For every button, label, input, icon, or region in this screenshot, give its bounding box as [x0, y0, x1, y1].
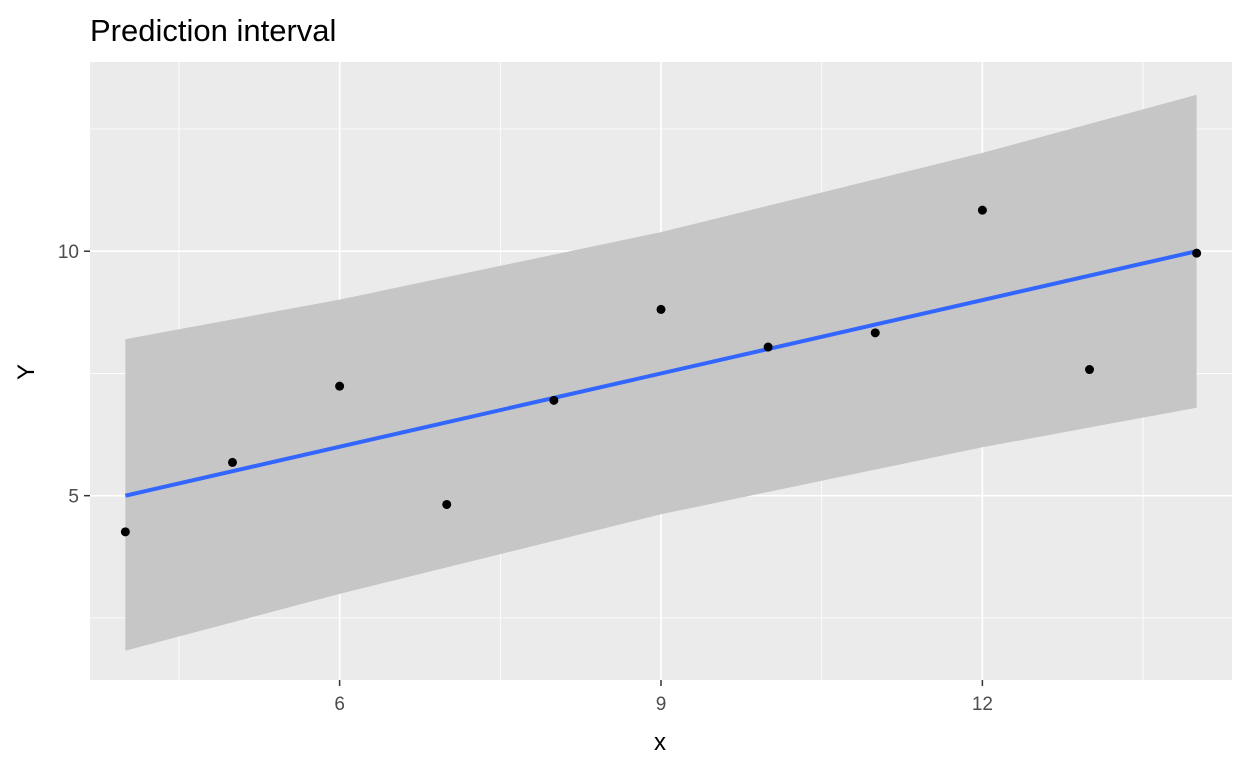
y-tick-label: 10 — [58, 242, 79, 263]
x-axis-title: x — [654, 729, 666, 756]
y-axis-ticks: 5 10 — [58, 242, 90, 508]
data-point — [977, 205, 987, 215]
x-tick-label: 12 — [972, 694, 993, 715]
data-point — [1192, 248, 1202, 258]
x-tick-label: 9 — [656, 694, 667, 715]
data-point — [870, 328, 880, 338]
data-point — [227, 457, 237, 467]
y-tick-label: 5 — [68, 487, 79, 508]
y-axis-title: Y — [13, 364, 40, 380]
data-point — [763, 342, 773, 352]
data-point — [120, 527, 130, 537]
x-tick-label: 6 — [334, 694, 345, 715]
data-point — [1085, 365, 1095, 375]
data-point — [656, 304, 666, 314]
chart-title: Prediction interval — [90, 13, 336, 48]
regression-line — [124, 249, 1198, 498]
x-axis-ticks: 6 9 12 — [334, 680, 993, 715]
data-point — [442, 499, 452, 509]
data-point — [549, 395, 559, 405]
data-points — [120, 205, 1202, 537]
data-point — [335, 381, 345, 391]
